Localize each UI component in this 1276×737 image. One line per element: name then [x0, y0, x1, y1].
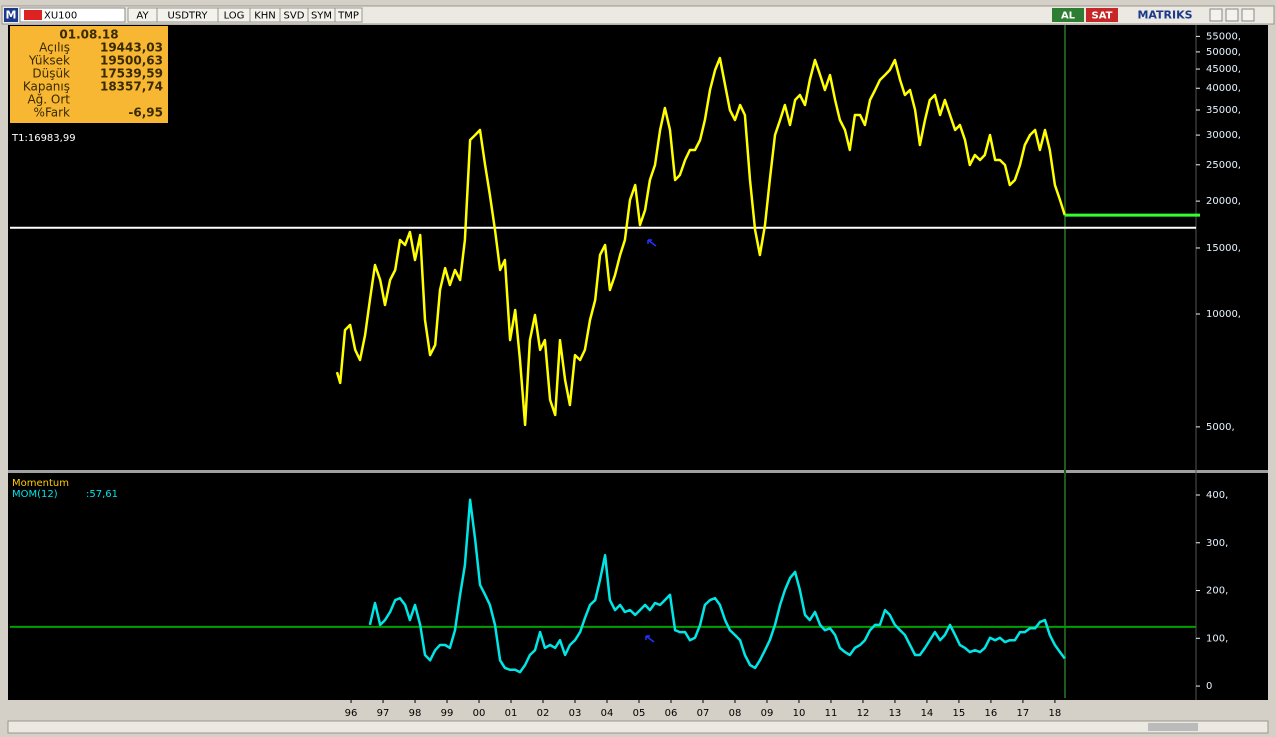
x-tick-label: 06 [665, 708, 678, 719]
arrow-marker [647, 239, 657, 247]
y-tick-label: 55000, [1206, 31, 1241, 42]
scroll-thumb[interactable] [1148, 723, 1198, 731]
info-label: Açılış [39, 41, 70, 55]
y-tick-label: 35000, [1206, 105, 1241, 116]
toolbar-button-label[interactable]: SVD [284, 11, 305, 22]
y-tick-label: 25000, [1206, 160, 1241, 171]
restore[interactable] [1225, 8, 1239, 22]
x-tick-label: 04 [601, 708, 614, 719]
y-tick-label: 10000, [1206, 309, 1241, 320]
series-line [335, 56, 1066, 427]
x-tick-label: 01 [505, 708, 518, 719]
y-tick-label: 30000, [1206, 130, 1241, 141]
y-tick-label: 15000, [1206, 243, 1241, 254]
brand: MATRIKS [1137, 9, 1192, 22]
y-tick-label: 5000, [1206, 422, 1235, 433]
x-tick-label: 02 [537, 708, 550, 719]
plots: 5000, 10000, 15000, 20000, 25000, 30000, 35000… [10, 31, 1241, 719]
info-rows: Açılış 19443,03 Yüksek 19500,63 Düşük 17539,5… [23, 41, 163, 120]
y-tick-label: 40000, [1206, 83, 1241, 94]
x-tick-label: 15 [953, 708, 966, 719]
legend-value: :57,61 [86, 489, 118, 500]
x-tick-label: 99 [441, 708, 454, 719]
toolbar-button-label[interactable]: TMP [337, 11, 359, 22]
toolbar-button-label[interactable]: USDTRY [168, 11, 209, 22]
toolbar-button-label[interactable]: SYM [311, 11, 332, 22]
x-tick-label: 09 [761, 708, 774, 719]
info-date: 01.08.18 [59, 28, 118, 42]
y-tick-label: 300, [1206, 538, 1228, 549]
hline-label: T1:16983,99 [11, 133, 76, 144]
x-tick-label: 18 [1049, 708, 1062, 719]
x-tick-label: 00 [473, 708, 486, 719]
y-tick-label: 45000, [1206, 64, 1241, 75]
info-label: Düşük [32, 67, 70, 81]
toolbar-button-label[interactable]: LOG [224, 11, 245, 22]
x-axis-strip [8, 700, 1268, 720]
info-box [10, 26, 168, 123]
x-tick-label: 03 [569, 708, 582, 719]
minimize[interactable] [1209, 8, 1223, 22]
x-tick-label: 96 [345, 708, 358, 719]
y-tick-label: 20000, [1206, 196, 1241, 207]
info-value: 19443,03 [100, 41, 163, 55]
toolbar-button[interactable] [334, 7, 363, 23]
x-tick-label: 10 [793, 708, 806, 719]
flag [24, 10, 42, 20]
x-tick-label: 13 [889, 708, 902, 719]
logo-box [4, 8, 18, 22]
y-tick-label: 50000, [1206, 47, 1241, 58]
x-tick-label: 14 [921, 708, 934, 719]
y-tick-label: 400, [1206, 490, 1228, 501]
sell-button[interactable] [1086, 8, 1118, 22]
x-tick-label: 11 [825, 708, 838, 719]
info-value: -6,95 [128, 106, 163, 120]
y-tick-label: 0 [1206, 681, 1212, 692]
x-tick-label: 08 [729, 708, 742, 719]
panel-title: Momentum [12, 478, 69, 489]
toolbar-button-label[interactable]: AY [136, 11, 149, 22]
y-tick-label: 200, [1206, 586, 1228, 597]
info-label: Yüksek [28, 54, 70, 68]
x-tick-label: 97 [377, 708, 390, 719]
x-tick-label: 07 [697, 708, 710, 719]
symbol-box[interactable] [19, 7, 126, 23]
logo: M [6, 9, 17, 22]
x-tick-label: 12 [857, 708, 870, 719]
info-value: 19500,63 [100, 54, 163, 68]
x-tick-label: 05 [633, 708, 646, 719]
scrollbar[interactable] [7, 720, 1269, 734]
arrow-marker [645, 635, 655, 643]
buy-button[interactable] [1052, 8, 1084, 22]
panel-separator [8, 470, 1268, 473]
info-label: Ağ. Ort [27, 93, 70, 107]
x-tick-label: 16 [985, 708, 998, 719]
info-label: %Fark [34, 106, 70, 120]
close[interactable] [1241, 8, 1255, 22]
legend-name: MOM(12) [12, 489, 58, 500]
sell-label[interactable]: SAT [1092, 11, 1113, 22]
series-line [368, 498, 1066, 674]
symbol[interactable]: XU100 [44, 11, 77, 22]
info-label: Kapanış [23, 80, 70, 94]
buy-label[interactable]: AL [1061, 11, 1076, 22]
x-tick-label: 98 [409, 708, 422, 719]
toolbar-button-label[interactable]: KHN [254, 11, 276, 22]
info-value: 18357,74 [100, 80, 163, 94]
y-tick-label: 100, [1206, 633, 1228, 644]
x-tick-label: 17 [1017, 708, 1030, 719]
info-value: 17539,59 [100, 67, 163, 81]
chart-area [8, 25, 1268, 700]
